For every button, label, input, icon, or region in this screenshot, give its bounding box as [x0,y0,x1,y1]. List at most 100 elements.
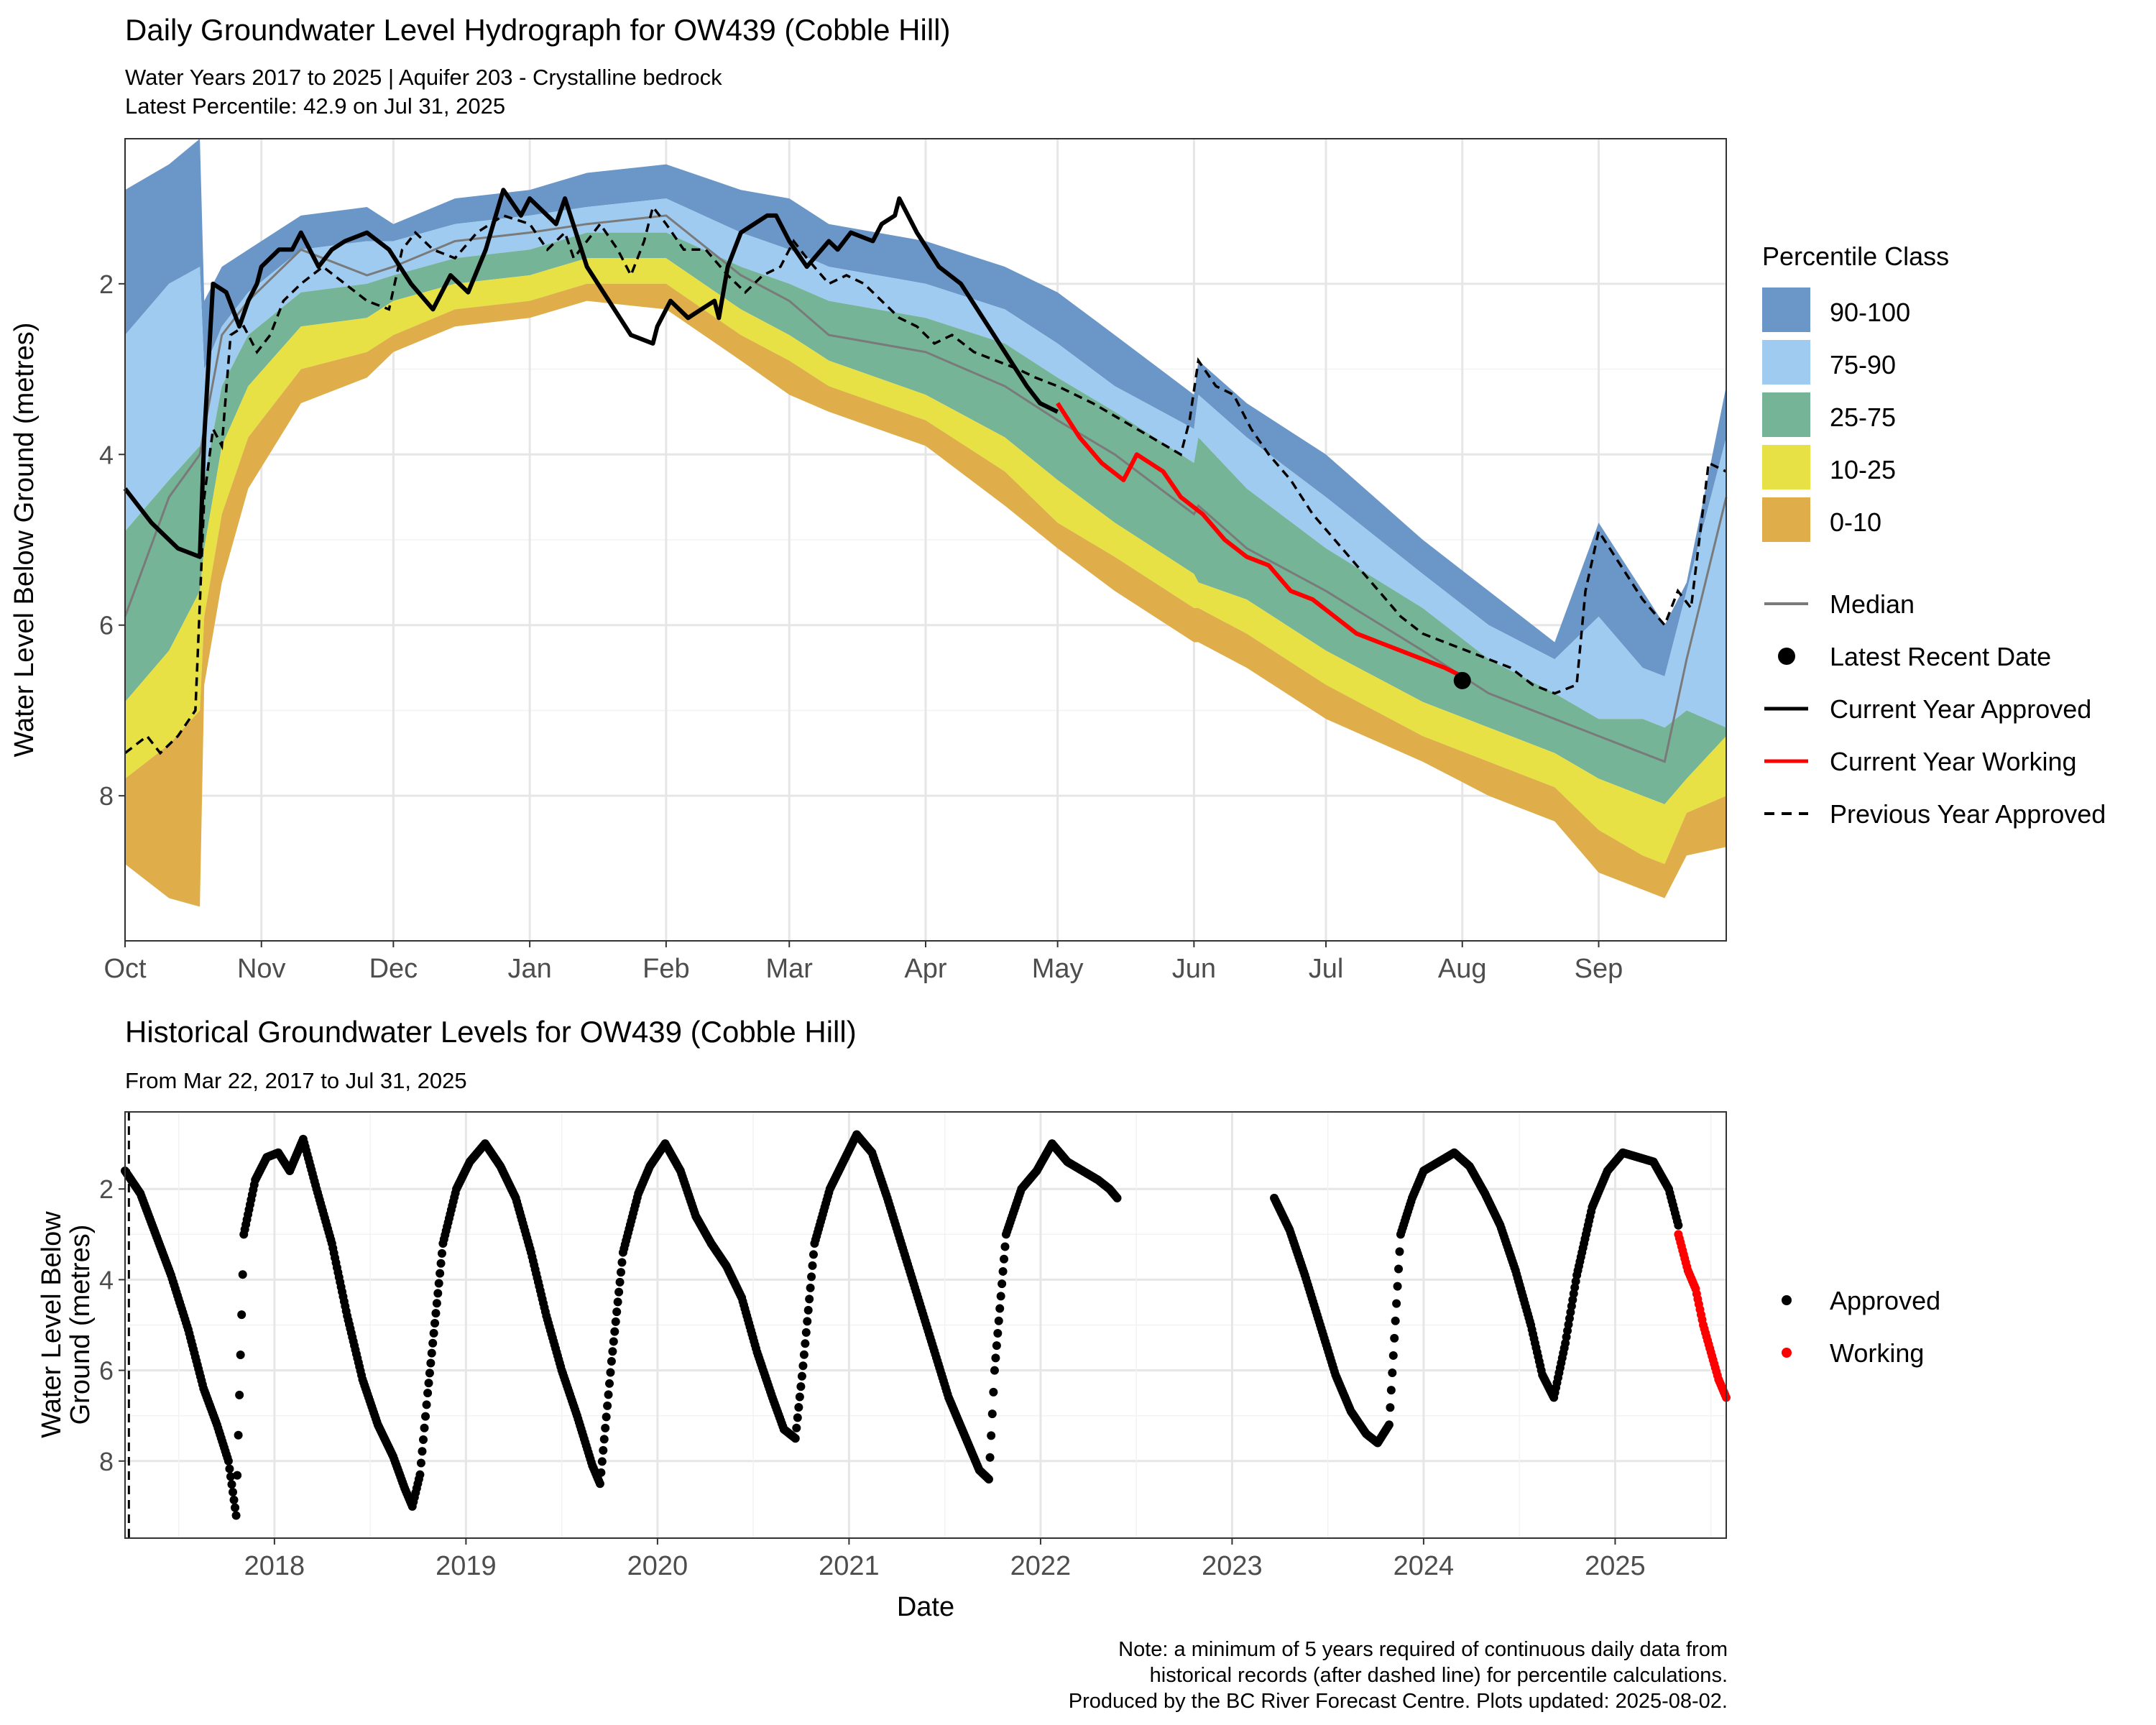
approved-point [235,1390,244,1399]
hydrograph-ticks: 2 4 6 8 Oct Nov Dec Jan Feb Mar Apr May Jun Jul Aug Sep [99,270,1623,984]
approved-point [609,1337,618,1346]
approved-point [238,1270,247,1279]
bottom-x-tick-label: 2020 [627,1551,688,1581]
approved-point [1395,1247,1404,1256]
current-year-approved-line [123,188,1059,559]
approved-point [227,1480,236,1489]
approved-point [1000,1254,1009,1264]
legend-label-approved: Approved [1830,1286,1940,1315]
approved-point [807,1272,816,1282]
approved-point [796,1382,806,1392]
top-x-tick-label: Jan [507,954,551,984]
approved-point [607,1356,616,1366]
footnote-line2: historical records (after dashed line) f… [1150,1664,1728,1687]
approved-point [984,1474,993,1484]
approved-point [987,1409,997,1419]
hydrograph-lines [123,188,1728,763]
bottom-x-tick-label: 2022 [1010,1551,1072,1581]
approved-point [797,1371,806,1381]
approved-point [998,1279,1007,1289]
approved-point [611,1317,620,1326]
legend-label-latest-recent-date: Latest Recent Date [1830,642,2051,671]
approved-point [1393,1282,1402,1291]
previous-year-approved-line [124,204,1727,755]
approved-point [229,1495,239,1504]
approved-point [799,1350,808,1359]
bottom-x-tick-label: 2023 [1202,1551,1263,1581]
approved-point [602,1412,611,1422]
approved-point [612,1307,622,1317]
approved-point [601,1423,610,1432]
median-line [124,214,1728,763]
approved-point [606,1368,615,1377]
approved-point [436,1259,446,1268]
approved-point [430,1318,440,1328]
approved-point [1386,1403,1395,1412]
top-y-tick-label: 2 [99,270,114,299]
approved-point [422,1400,431,1409]
approved-point [794,1402,803,1412]
approved-point [792,1423,801,1432]
approved-point [991,1353,1000,1363]
approved-point [231,1511,241,1520]
approved-point [423,1389,433,1398]
approved-point [420,1423,429,1432]
approved-point [608,1347,617,1356]
approved-point [1112,1193,1122,1202]
approved-point [614,1287,624,1297]
approved-point [596,1468,606,1477]
approved-point [793,1413,802,1422]
approved-point [418,1447,427,1456]
legend-swatch-90-100 [1762,288,1810,332]
approved-point [1391,1316,1400,1325]
approved-point [421,1412,430,1421]
approved-point [229,1488,238,1497]
legend-label-25-75: 25-75 [1830,402,1896,432]
approved-point [225,1464,234,1473]
approved-point [431,1309,441,1318]
bottom-x-axis-label: Date [897,1592,954,1622]
top-y-tick-label: 6 [99,611,114,640]
approved-point [428,1338,438,1348]
approved-point [993,1328,1003,1338]
top-x-tick-label: Oct [103,954,147,984]
top-x-tick-label: Nov [237,954,286,984]
approved-point [237,1310,247,1320]
approved-point [808,1261,817,1270]
approved-point [1386,1386,1396,1395]
approved-point [234,1430,243,1440]
historical-points [121,1130,1731,1520]
approved-point [1384,1420,1393,1430]
footnote-line1: Note: a minimum of 5 years required of c… [1118,1638,1728,1661]
legend-label-median: Median [1830,589,1915,619]
approved-point [995,1304,1005,1313]
approved-point [426,1358,436,1368]
legend-label-75-90: 75-90 [1830,350,1896,380]
approved-point [615,1277,625,1287]
approved-point [436,1269,445,1278]
bottom-x-tick-label: 2025 [1585,1551,1646,1581]
bottom-y-tick-label: 6 [99,1356,114,1386]
approved-point [418,1435,428,1445]
approved-point [801,1328,811,1337]
approved-point [985,1453,995,1462]
approved-point [1674,1220,1683,1230]
top-x-tick-label: May [1032,954,1084,984]
latest-recent-date-point [1453,671,1471,689]
approved-point [595,1479,604,1489]
approved-point [803,1317,812,1326]
top-chart-subtitle-percentile: Latest Percentile: 42.9 on Jul 31, 2025 [125,93,505,119]
approved-point [617,1268,626,1277]
approved-point [1394,1264,1404,1274]
bottom-y-tick-label: 4 [99,1265,114,1294]
top-x-tick-label: Jul [1309,954,1344,984]
top-y-tick-label: 8 [99,781,114,811]
top-x-tick-label: Aug [1438,954,1487,984]
band-75-90 [125,198,1726,728]
approved-point [437,1248,446,1258]
approved-point [987,1431,996,1440]
legend-label-0-10: 0-10 [1830,507,1881,537]
bottom-chart-title: Historical Groundwater Levels for OW439 … [125,1015,857,1049]
legend-title-percentile-class: Percentile Class [1762,242,1949,271]
approved-point [1388,1351,1398,1360]
